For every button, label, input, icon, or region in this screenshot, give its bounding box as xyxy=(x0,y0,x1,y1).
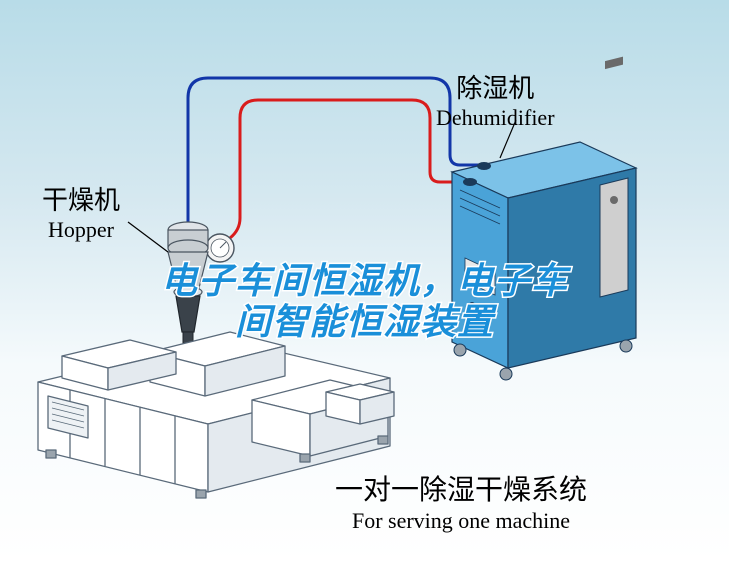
hopper-label: 干燥机 Hopper xyxy=(42,180,120,243)
overlay-line2: 间智能恒湿装置 xyxy=(161,301,568,342)
hopper-label-en: Hopper xyxy=(42,217,120,243)
pipe-red xyxy=(216,100,470,248)
hopper-label-cn: 干燥机 xyxy=(42,180,120,217)
dehumidifier-label-en: Dehumidifier xyxy=(436,105,555,131)
dehumidifier-label-cn: 除湿机 xyxy=(436,68,555,105)
overlay-title: 电子车间恒湿机，电子车 间智能恒湿装置 xyxy=(161,260,568,343)
bottom-caption-en: For serving one machine xyxy=(335,508,587,534)
dehumidifier-label: 除湿机 Dehumidifier xyxy=(436,68,555,131)
bottom-caption-cn: 一对一除湿干燥系统 xyxy=(335,468,587,508)
bottom-caption: 一对一除湿干燥系统 For serving one machine xyxy=(335,468,587,534)
overlay-line1: 电子车间恒湿机，电子车 xyxy=(161,260,568,301)
